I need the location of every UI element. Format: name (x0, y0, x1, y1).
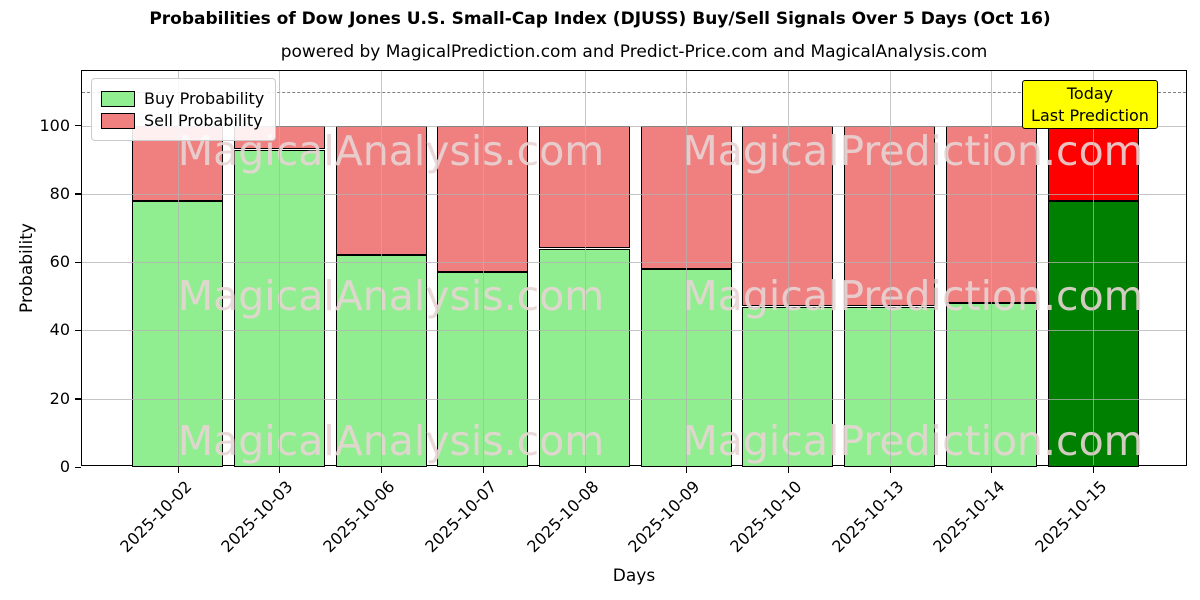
legend-buy-label: Buy Probability (144, 89, 265, 108)
bar-segment-sell (335, 125, 427, 256)
x-tick-label: 2025-10-07 (421, 477, 501, 557)
bar-segment-buy (742, 306, 834, 467)
legend-item-sell: Sell Probability (101, 111, 264, 130)
x-tick-label: 2025-10-03 (217, 477, 297, 557)
bar-segment-buy (844, 306, 936, 467)
x-tick-mark (177, 467, 179, 473)
bar-segment-sell (640, 125, 732, 269)
x-tick-mark (381, 467, 383, 473)
x-tick-label: 2025-10-08 (522, 477, 602, 557)
bar-segment-sell (437, 125, 529, 273)
y-tick-mark (75, 466, 81, 468)
today-annotation: Today Last Prediction (1022, 80, 1158, 130)
plot-area: Buy Probability Sell Probability Today L… (39, 70, 1187, 556)
y-tick-label: 40 (49, 320, 70, 340)
x-tick-label: 2025-10-02 (115, 477, 196, 557)
x-tick-mark (686, 467, 688, 473)
y-tick-label: 60 (49, 252, 70, 272)
chart-title: Probabilities of Dow Jones U.S. Small-Ca… (149, 9, 1051, 29)
legend-item-buy: Buy Probability (101, 89, 264, 108)
sell-swatch-icon (101, 112, 135, 129)
bar-segment-sell (945, 125, 1037, 304)
y-tick-mark (75, 261, 81, 264)
legend-sell-label: Sell Probability (144, 111, 263, 130)
bar-segment-buy (132, 200, 224, 467)
bar-segment-sell (844, 125, 936, 307)
x-tick-mark (889, 467, 891, 473)
bar-segment-sell (1047, 125, 1139, 201)
y-tick-mark (75, 125, 81, 127)
dashed-threshold-line (82, 91, 1186, 93)
x-tick-mark (991, 467, 993, 473)
bar-segment-buy (539, 248, 630, 467)
y-tick-label: 100 (39, 115, 70, 135)
x-tick-mark (584, 467, 586, 473)
x-tick-mark (482, 467, 484, 473)
y-tick-label: 0 (59, 457, 70, 476)
x-tick-label: 2025-10-10 (726, 477, 806, 557)
x-tick-label: 2025-10-14 (929, 477, 1009, 557)
x-tick-mark (279, 467, 281, 473)
x-axis-label: Days (612, 566, 656, 586)
y-tick-label: 80 (49, 183, 70, 203)
annotation-line1: Today (1066, 84, 1114, 103)
x-tick-label: 2025-10-06 (319, 477, 399, 557)
y-tick-mark (75, 398, 81, 400)
bar-segment-buy (640, 269, 732, 467)
annotation-line2: Last Prediction (1031, 105, 1149, 125)
bar-segment-buy (1047, 200, 1139, 467)
y-tick-label: 20 (49, 388, 70, 408)
x-tick-label: 2025-10-09 (624, 477, 704, 557)
chart-legend: Buy Probability Sell Probability (91, 78, 277, 141)
x-tick-mark (1093, 467, 1094, 473)
x-tick-label: 2025-10-15 (1031, 477, 1111, 557)
bar-segment-buy (233, 149, 325, 467)
x-tick-mark (787, 467, 789, 473)
x-tick-label: 2025-10-13 (827, 477, 908, 557)
bar-segment-sell (742, 125, 834, 307)
buy-swatch-icon (101, 90, 135, 107)
bar-segment-buy (945, 303, 1037, 467)
bar-segment-buy (437, 272, 529, 467)
bar-segment-sell (539, 125, 630, 249)
chart-subtitle: powered by MagicalPrediction.com and Pre… (280, 42, 988, 62)
y-tick-mark (75, 329, 81, 332)
y-tick-mark (75, 193, 81, 195)
bar-segment-buy (335, 255, 427, 467)
